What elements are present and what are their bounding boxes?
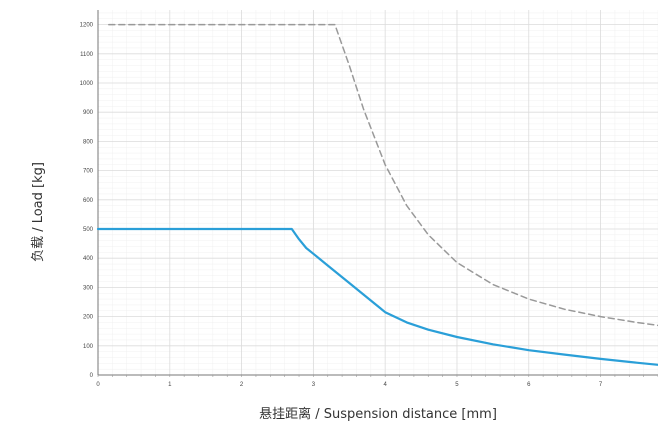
y-tick-label: 1000 — [80, 81, 94, 87]
x-tick-label: 1 — [168, 382, 172, 388]
x-axis-title: 悬挂距离 / Suspension distance [mm] — [259, 406, 497, 422]
x-tick-label: 3 — [312, 382, 316, 388]
series-group — [96, 23, 658, 366]
y-tick-label: 1100 — [80, 52, 94, 58]
y-tick-label: 0 — [90, 373, 94, 379]
y-tick-label: 700 — [83, 169, 94, 175]
tick-labels: 0 1 2 3 4 5 6 7 0 100 200 300 400 500 600 700 800 900 1000… — [80, 23, 603, 388]
series-line-dashed — [108, 23, 658, 327]
y-tick-label: 1200 — [80, 23, 94, 29]
y-tick-label: 100 — [83, 344, 94, 350]
axes — [97, 10, 658, 377]
y-axis-title: 负载 / Load [kg] — [31, 162, 46, 262]
y-tick-label: 900 — [83, 110, 94, 116]
x-tick-label: 7 — [599, 382, 603, 388]
minor-grid — [97, 10, 658, 376]
y-tick-label: 200 — [83, 315, 94, 321]
x-tick-label: 4 — [384, 382, 388, 388]
x-tick-label: 6 — [527, 382, 531, 388]
major-grid — [97, 10, 658, 376]
y-tick-label: 500 — [83, 227, 94, 233]
series-line-solid — [96, 227, 658, 366]
y-tick-label: 800 — [83, 139, 94, 145]
y-tick-label: 300 — [83, 285, 94, 291]
x-tick-label: 5 — [455, 382, 459, 388]
y-tick-label: 600 — [83, 198, 94, 204]
y-tick-label: 400 — [83, 256, 94, 262]
x-tick-label: 0 — [96, 382, 100, 388]
x-tick-label: 2 — [240, 382, 244, 388]
